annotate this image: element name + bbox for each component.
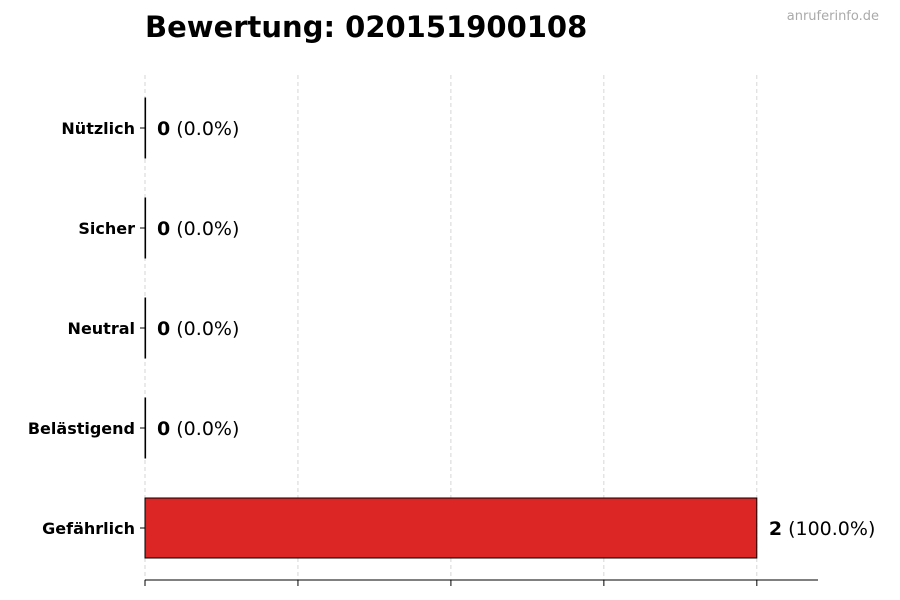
chart-title: Bewertung: 020151900108 xyxy=(145,10,588,44)
bar xyxy=(144,397,147,459)
data-label: 2 (100.0%) xyxy=(769,518,876,540)
data-label-percent: (0.0%) xyxy=(170,318,239,340)
data-label-percent: (0.0%) xyxy=(170,218,239,240)
data-label-percent: (0.0%) xyxy=(170,418,239,440)
data-label-value: 2 xyxy=(769,518,782,540)
data-label-value: 0 xyxy=(157,418,170,440)
y-tick-label: Belästigend xyxy=(28,419,135,438)
data-label-value: 0 xyxy=(157,218,170,240)
y-tick-label: Gefährlich xyxy=(42,519,135,538)
bar xyxy=(144,297,147,359)
data-label-percent: (100.0%) xyxy=(782,518,875,540)
data-label-percent: (0.0%) xyxy=(170,118,239,140)
watermark: anruferinfo.de xyxy=(786,9,879,24)
bar xyxy=(144,97,147,159)
y-tick-label: Neutral xyxy=(68,319,135,338)
data-label: 0 (0.0%) xyxy=(157,318,239,340)
data-label-value: 0 xyxy=(157,318,170,340)
data-label-value: 0 xyxy=(157,118,170,140)
data-label: 0 (0.0%) xyxy=(157,118,239,140)
data-label: 0 (0.0%) xyxy=(157,218,239,240)
y-tick-label: Sicher xyxy=(78,219,135,238)
bar xyxy=(144,197,147,259)
y-tick-label: Nützlich xyxy=(61,119,135,138)
data-label: 0 (0.0%) xyxy=(157,418,239,440)
bar xyxy=(144,497,758,559)
